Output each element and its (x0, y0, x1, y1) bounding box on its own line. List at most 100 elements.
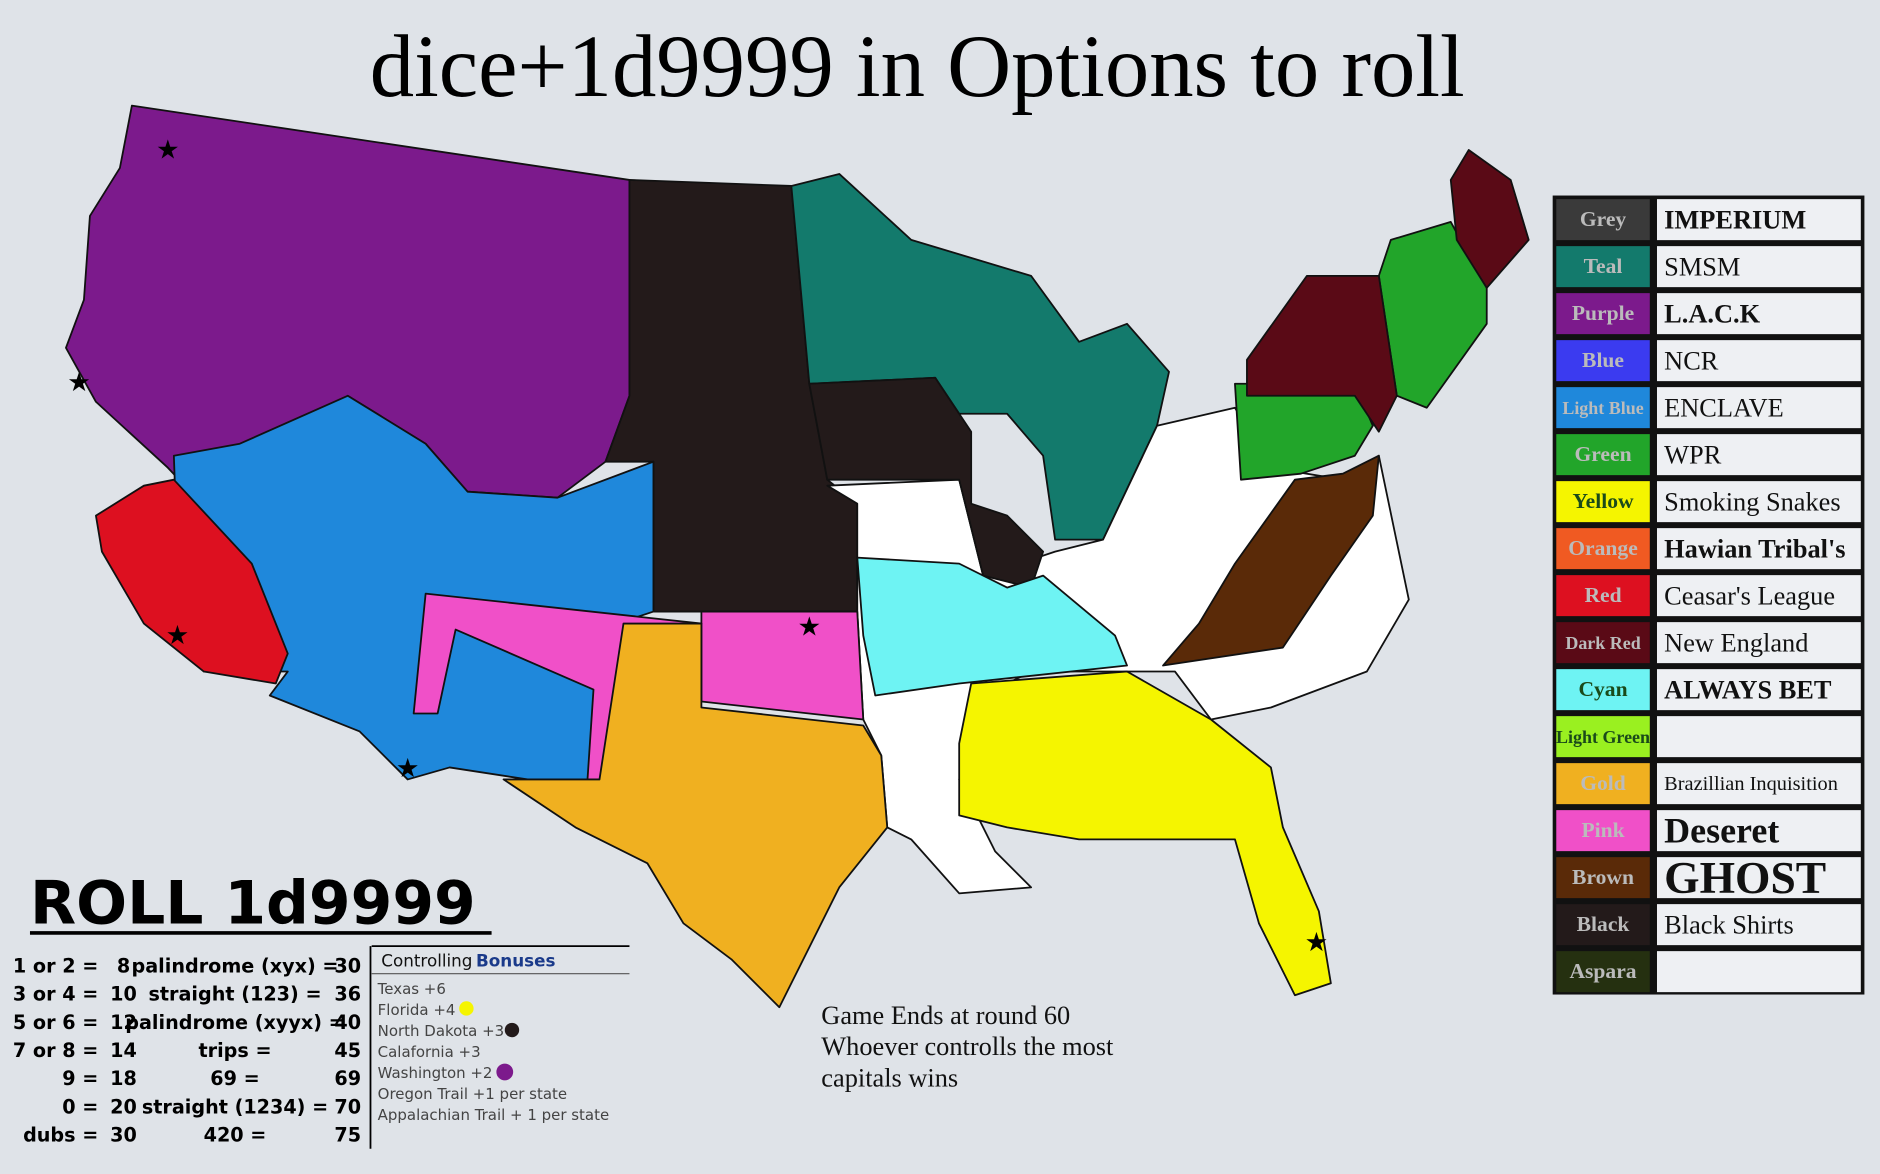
bonus-item: Florida +4 (378, 1001, 456, 1019)
region-dark-red (1449, 149, 1530, 289)
legend-color: Gold (1580, 771, 1626, 795)
legend-swatch (1556, 857, 1650, 899)
legend-swatch (1556, 951, 1650, 993)
roll-value: 14 (110, 1039, 137, 1062)
legend-cell (1656, 340, 1861, 382)
legend-faction: Brazillian Inquisition (1664, 773, 1838, 795)
region-red (95, 478, 289, 685)
capitals: ★ ★ ★ ★ ★ ★ (67, 135, 1328, 958)
roll-value: 45 (334, 1039, 361, 1062)
legend-cell (1656, 199, 1861, 241)
bonus-list: Texas +6 Florida +4 North Dakota +3 Calafor… (377, 980, 610, 1124)
capital-star: ★ (396, 754, 420, 784)
roll-value: 69 (334, 1067, 361, 1090)
roll-value: 12 (110, 1011, 137, 1034)
legend-swatch (1556, 716, 1650, 758)
legend-color: Red (1584, 583, 1621, 607)
roll-value: 8 (117, 954, 130, 977)
legend-swatch (1556, 904, 1650, 946)
legend-color: Orange (1568, 536, 1638, 560)
legend-faction: Ceasar's League (1664, 581, 1835, 610)
legend-cell (1656, 481, 1861, 523)
bonus-dot (504, 1022, 520, 1038)
legend-color: Black (1577, 912, 1630, 936)
roll-label: 1 or 2 = (13, 954, 98, 977)
legend-faction: Hawian Tribal's (1664, 534, 1845, 563)
legend-color: Brown (1572, 865, 1634, 889)
legend-faction: L.A.C.K (1664, 299, 1760, 328)
legend-swatch (1556, 528, 1650, 570)
legend-faction: IMPERIUM (1664, 205, 1806, 234)
roll-value: 36 (334, 983, 361, 1006)
capital-star: ★ (67, 368, 91, 398)
legend-cell (1656, 716, 1861, 758)
note-line: capitals wins (821, 1063, 958, 1092)
legend-cell (1656, 904, 1861, 946)
legend-swatch (1556, 246, 1650, 288)
legend: Grey IMPERIUM Teal SMSM Purple L.A.C.K Blue NCR… (1552, 195, 1865, 995)
legend-cell (1656, 528, 1861, 570)
capital-star: ★ (156, 135, 180, 165)
legend-swatch (1556, 340, 1650, 382)
roll-heading: ROLL 1d9999 (30, 868, 476, 938)
legend-swatch (1556, 199, 1650, 241)
roll-label: 5 or 6 = (13, 1011, 98, 1034)
bonus-item: Washington +2 (378, 1064, 493, 1082)
roll-label: 69 = (210, 1067, 259, 1090)
legend-color: Dark Red (1565, 633, 1640, 653)
legend-color: Purple (1572, 301, 1635, 325)
legend-faction: New England (1664, 628, 1808, 657)
legend-faction: NCR (1664, 346, 1719, 375)
roll-label: 0 = (62, 1095, 98, 1118)
capital-star: ★ (1305, 928, 1329, 958)
legend-color: Grey (1580, 207, 1627, 231)
legend-cell (1656, 763, 1861, 805)
bonus-dot (459, 1001, 474, 1016)
legend-swatch (1556, 293, 1650, 335)
legend-color: Cyan (1578, 677, 1627, 701)
bonus-item: North Dakota +3 (378, 1022, 504, 1040)
bonus-item: Appalachian Trail + 1 per state (378, 1106, 610, 1124)
map: ★ ★ ★ ★ ★ ★ (65, 104, 1530, 1009)
roll-value: 30 (110, 1124, 137, 1147)
game-note: Game Ends at round 60 Whoever controlls … (821, 1001, 1114, 1092)
legend-swatch (1556, 481, 1650, 523)
legend-swatch (1556, 669, 1650, 711)
bonus-heading: Bonuses (476, 950, 556, 970)
roll-value: 20 (110, 1095, 137, 1118)
bonus-item: Oregon Trail +1 per state (378, 1085, 567, 1103)
legend-color: Light Green (1556, 727, 1650, 747)
legend-swatch (1556, 763, 1650, 805)
roll-label: 9 = (62, 1067, 98, 1090)
legend-cell (1656, 246, 1861, 288)
legend-cell (1656, 434, 1861, 476)
region-yellow (958, 670, 1332, 997)
legend-faction: ENCLAVE (1664, 393, 1784, 422)
capital-star: ★ (166, 621, 190, 651)
legend-swatch (1556, 810, 1650, 852)
legend-faction: Deseret (1664, 811, 1779, 851)
legend-color: Light Blue (1562, 398, 1643, 418)
legend-cell (1656, 387, 1861, 429)
legend-cell (1656, 575, 1861, 617)
roll-value: 70 (334, 1095, 361, 1118)
legend-cell (1656, 857, 1861, 899)
roll-value: 75 (334, 1124, 361, 1147)
roll-label: 7 or 8 = (13, 1039, 98, 1062)
legend-cell (1656, 293, 1861, 335)
legend-color: Aspara (1569, 959, 1636, 983)
legend-swatch (1556, 387, 1650, 429)
roll-table: 1 or 2 = 8 palindrome (xyx) =303 or 4 = 10 s… (13, 954, 361, 1146)
legend-cell (1656, 669, 1861, 711)
legend-faction: GHOST (1664, 852, 1826, 903)
legend-swatch (1556, 622, 1650, 664)
legend-cell (1656, 951, 1861, 993)
legend-faction: Smoking Snakes (1664, 487, 1840, 516)
legend-cell (1656, 810, 1861, 852)
bonus-heading: Controlling (381, 950, 472, 970)
legend-swatch (1556, 434, 1650, 476)
roll-value: 10 (110, 983, 137, 1006)
region-pink (700, 610, 865, 721)
roll-value: 18 (110, 1067, 137, 1090)
roll-label: 420 = (204, 1124, 267, 1147)
